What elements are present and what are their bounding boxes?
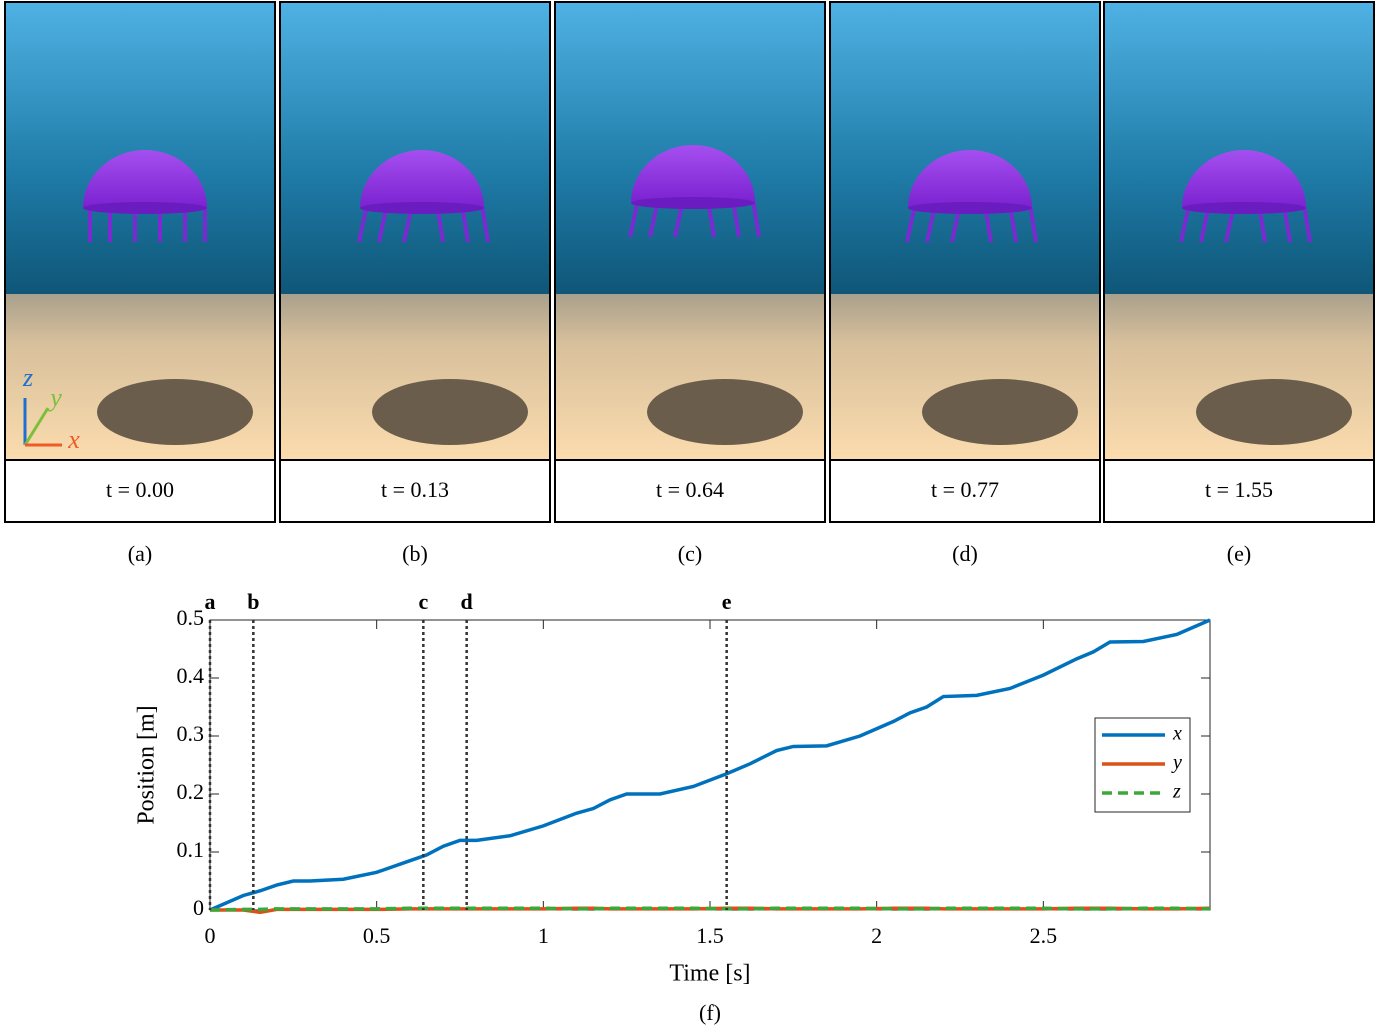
snapshot-panel: t = 0.13 (b)	[279, 1, 551, 566]
event-label: a	[205, 589, 216, 614]
panel-caption: (d)	[952, 541, 978, 566]
water	[830, 2, 1100, 294]
bell-rim	[1182, 202, 1306, 214]
time-label: t = 0.13	[381, 477, 449, 502]
panel-caption: (a)	[128, 541, 152, 566]
y-axis-label: Position [m]	[134, 705, 160, 824]
time-box	[829, 459, 1101, 523]
jellyfish-bell	[631, 145, 755, 203]
shadow	[372, 379, 528, 445]
time-label: t = 0.00	[106, 477, 174, 502]
shadow	[97, 379, 253, 445]
snapshot-panel: t = 0.64 (c)	[554, 1, 826, 566]
event-label: b	[247, 589, 259, 614]
jellyfish-bell	[83, 150, 207, 208]
snapshot-panel: t = 0.00 (a) zyx	[4, 1, 276, 566]
time-box	[4, 459, 276, 523]
tentacle	[628, 199, 640, 238]
bell-rim	[360, 202, 484, 214]
jellyfish-bell	[908, 150, 1032, 208]
axis-arrow	[23, 407, 50, 446]
panel-caption: (e)	[1227, 541, 1251, 566]
snapshot-panel: t = 0.77 (d)	[829, 1, 1101, 566]
bell-rim	[631, 197, 755, 209]
shadow	[1196, 379, 1352, 445]
tentacle	[905, 204, 917, 243]
time-label: t = 0.77	[931, 477, 999, 502]
legend-label: y	[1171, 752, 1182, 774]
bell-rim	[908, 202, 1032, 214]
series-line	[209, 906, 1211, 912]
axis-label: y	[47, 383, 62, 412]
tentacle	[357, 204, 369, 243]
tentacle	[480, 204, 490, 243]
y-tick-label: 0.1	[177, 837, 205, 862]
jellyfish-bell	[360, 150, 484, 208]
panel-caption: (c)	[678, 541, 702, 566]
legend-label: x	[1172, 723, 1182, 745]
tentacle	[1028, 204, 1038, 243]
time-box	[554, 459, 826, 523]
x-tick-label: 2	[871, 923, 882, 948]
jellyfish-bell	[1182, 150, 1306, 208]
series-line	[209, 618, 1211, 912]
axis-label: z	[22, 363, 33, 392]
x-axis-label: Time [s]	[669, 961, 750, 987]
time-label: t = 1.55	[1205, 477, 1273, 502]
water	[280, 2, 550, 294]
event-label: c	[418, 589, 428, 614]
time-label: t = 0.64	[656, 477, 724, 502]
snapshot-panel: t = 1.55 (e)	[1103, 1, 1375, 566]
x-tick-label: 1.5	[696, 923, 724, 948]
x-tick-label: 2.5	[1030, 923, 1058, 948]
y-tick-label: 0.3	[177, 721, 205, 746]
x-tick-label: 0	[205, 923, 216, 948]
y-tick-label: 0	[193, 895, 204, 920]
water	[5, 2, 275, 294]
shadow	[922, 379, 1078, 445]
event-label: d	[461, 589, 473, 614]
x-tick-label: 0.5	[363, 923, 391, 948]
time-box	[279, 459, 551, 523]
y-tick-label: 0.4	[177, 663, 205, 688]
shadow	[647, 379, 803, 445]
y-tick-label: 0.5	[177, 605, 205, 630]
event-label: e	[722, 589, 732, 614]
plot-area	[209, 619, 1211, 911]
water	[1104, 2, 1374, 294]
axis-label: x	[67, 425, 80, 454]
bell-rim	[83, 202, 207, 214]
figure-caption: (f)	[699, 1000, 721, 1025]
y-tick-label: 0.2	[177, 779, 205, 804]
panel-caption: (b)	[402, 541, 428, 566]
tentacle	[1302, 204, 1312, 243]
tentacle	[1179, 204, 1191, 243]
x-tick-label: 1	[538, 923, 549, 948]
legend-label: z	[1172, 781, 1181, 803]
time-box	[1103, 459, 1375, 523]
tentacle	[751, 199, 761, 238]
